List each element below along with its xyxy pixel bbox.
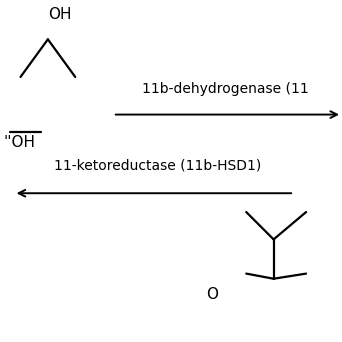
Text: OH: OH [48, 7, 71, 22]
Text: 11b-dehydrogenase (11: 11b-dehydrogenase (11 [142, 82, 309, 96]
Text: 11-ketoreductase (11b-HSD1): 11-ketoreductase (11b-HSD1) [54, 159, 261, 173]
Text: ''OH: ''OH [3, 135, 36, 150]
Text: O: O [206, 287, 218, 302]
